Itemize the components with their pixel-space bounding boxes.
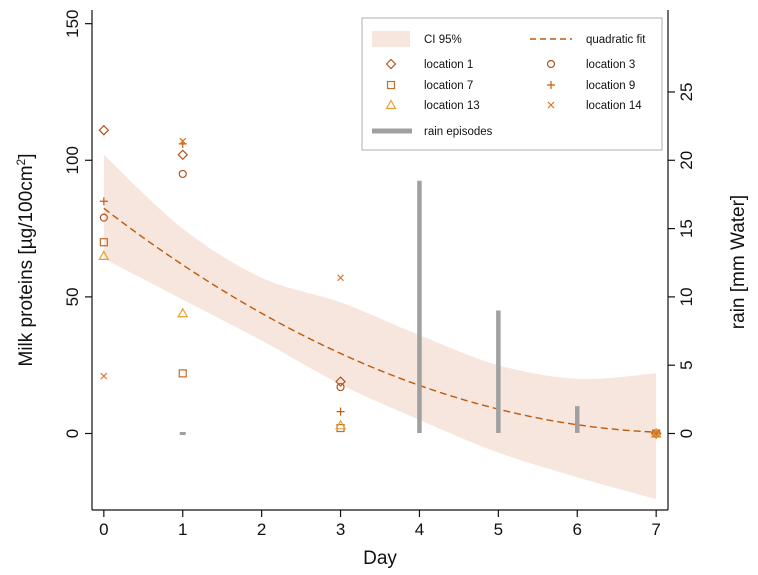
legend-series-label: location 7 — [424, 80, 473, 92]
rain-episodes-layer — [179, 180, 580, 435]
legend-rain-label: rain episodes — [424, 126, 493, 138]
legend-series-marker — [386, 80, 396, 90]
y2-tick-label: 25 — [677, 83, 696, 102]
x-tick-label: 3 — [336, 520, 345, 539]
legend-series-label: location 14 — [586, 100, 642, 112]
data-point — [335, 376, 346, 387]
data-point — [99, 197, 108, 206]
y2-tick-label: 5 — [677, 360, 696, 369]
legend-series-marker — [547, 81, 555, 89]
data-point — [177, 149, 189, 161]
data-point — [337, 274, 344, 282]
y2-tick-label: 15 — [677, 219, 696, 238]
legend-series-marker — [385, 58, 397, 70]
data-point — [335, 419, 347, 430]
data-point — [98, 250, 110, 261]
y2-tick-label: 20 — [677, 151, 696, 170]
x-tick-label: 6 — [573, 520, 582, 539]
legend-series: location 1 location 3 location 7 location 9… — [385, 58, 642, 112]
y2-axis-title: rain [mm Water] — [728, 195, 749, 329]
y-tick-label: 150 — [63, 9, 82, 37]
legend-series-label: location 9 — [586, 80, 635, 92]
x-tick-label: 0 — [99, 520, 108, 539]
ci-band-layer — [103, 154, 657, 500]
data-point — [336, 407, 345, 416]
data-point — [650, 427, 662, 438]
data-point — [178, 169, 187, 179]
y2-tick-label: 10 — [677, 287, 696, 306]
axes — [91, 10, 669, 511]
legend: CI 95% quadratic fit location 1 location … — [361, 17, 663, 151]
legend-series-label: location 1 — [424, 59, 473, 71]
x-tick-label: 2 — [257, 520, 266, 539]
legend-series-marker — [385, 99, 397, 110]
data-point — [179, 137, 187, 145]
legend-box — [361, 17, 663, 151]
y-tick-label: 100 — [63, 146, 82, 174]
legend-series-marker — [546, 59, 556, 69]
legend-series-label: location 13 — [424, 100, 480, 112]
x-ticks: 0 1 2 3 4 5 6 7 — [99, 510, 661, 539]
x-tick-label: 4 — [415, 520, 424, 539]
quadratic-fit-line — [103, 207, 657, 433]
data-point — [99, 213, 108, 222]
y-tick-label: 0 — [63, 429, 82, 438]
y-ticks: 0 50 100 150 — [63, 9, 92, 438]
data-point — [652, 430, 660, 437]
x-axis-title: Day — [363, 548, 397, 569]
legend-series-label: location 3 — [586, 59, 635, 71]
legend-fit-label: quadratic fit — [586, 34, 646, 46]
data-point — [98, 124, 110, 136]
ci-band — [103, 154, 657, 500]
x-tick-label: 1 — [178, 520, 187, 539]
y-tick-label: 50 — [63, 287, 82, 306]
x-tick-label: 5 — [494, 520, 503, 539]
fit-line-layer — [103, 207, 657, 433]
data-point — [99, 238, 108, 247]
data-point — [178, 369, 187, 378]
data-point — [177, 307, 189, 318]
data-point — [100, 372, 108, 380]
legend-ci-swatch — [372, 31, 410, 47]
legend-series-marker — [547, 101, 555, 109]
y2-ticks: 0 5 10 15 20 25 — [668, 83, 696, 438]
data-point — [336, 382, 345, 392]
data-points-layer — [98, 124, 662, 439]
y-axis-title: Milk proteins [µg/100cm2] — [14, 154, 37, 367]
legend-ci-label: CI 95% — [424, 34, 462, 46]
y2-tick-label: 0 — [677, 429, 696, 438]
x-tick-label: 7 — [651, 520, 660, 539]
